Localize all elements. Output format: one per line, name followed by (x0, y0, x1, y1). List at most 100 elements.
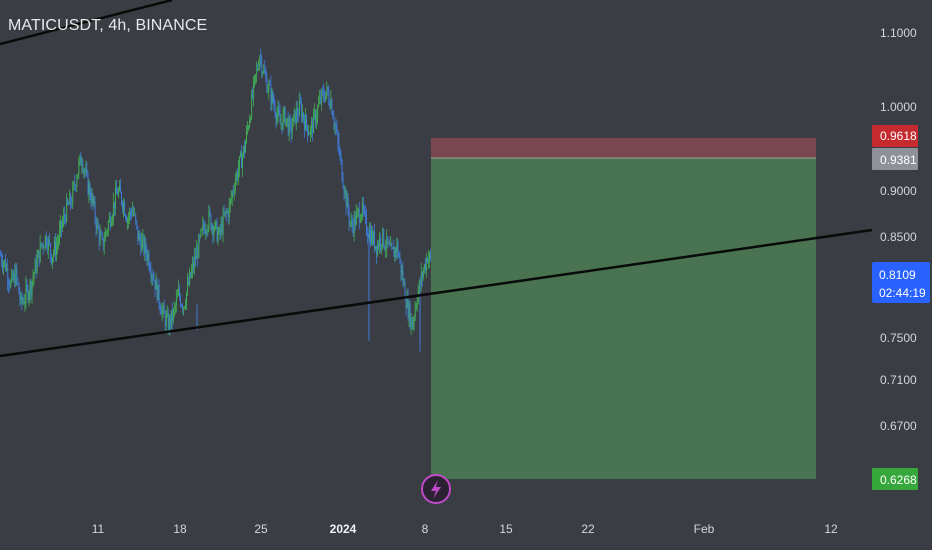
candle-body (174, 306, 175, 310)
take-profit-zone[interactable] (431, 158, 816, 479)
candle-body (386, 236, 388, 249)
candle-body (104, 232, 106, 242)
candle-body (10, 281, 12, 287)
candle-body (378, 243, 380, 248)
candle-body (254, 75, 256, 81)
candle-body (273, 102, 275, 106)
candle-body (222, 213, 224, 234)
candle-body (373, 231, 375, 244)
candle-body (251, 93, 253, 119)
x-tick-label: 2024 (330, 522, 357, 536)
candle-body (318, 102, 320, 107)
candle-body (34, 260, 36, 274)
candle-body (314, 111, 316, 113)
candle-body (297, 108, 298, 116)
candle-body (391, 244, 393, 249)
candle-body (156, 279, 158, 301)
current-price-label: 0.8109 (879, 268, 916, 282)
candle-body (163, 305, 165, 314)
candle-body (230, 198, 232, 200)
candle-body (228, 204, 230, 218)
candle-body (93, 201, 95, 204)
candle-body (343, 187, 345, 194)
candle-body (252, 93, 254, 98)
trendline-upper[interactable] (0, 0, 173, 46)
candle-body (140, 240, 142, 252)
candle-body (162, 305, 164, 310)
candle-body (46, 235, 47, 245)
candle-body (300, 100, 301, 103)
candle-body (197, 249, 199, 258)
candle-body (430, 253, 431, 259)
candle-body (189, 272, 191, 285)
candle-body (310, 128, 312, 135)
candle-body (61, 221, 63, 229)
trendline-lower[interactable] (0, 228, 873, 358)
candle-body (111, 222, 112, 227)
candle-body (113, 201, 114, 218)
candle-body (315, 111, 317, 123)
candle-body (62, 222, 64, 229)
candle-body (124, 202, 126, 216)
candle-body (33, 273, 35, 278)
candle-body (202, 223, 204, 229)
candle-body (413, 317, 415, 322)
candle-body (90, 197, 92, 204)
y-tick-label: 0.9000 (880, 184, 917, 198)
entry-price-tag[interactable]: 0.9381 (872, 148, 918, 170)
candle-body (107, 230, 108, 232)
candle-body (26, 285, 28, 288)
candle-body (94, 201, 96, 220)
candle-body (141, 239, 143, 252)
candle-body (60, 221, 62, 229)
candle-body (399, 257, 401, 260)
candle-body (64, 214, 66, 218)
candle-body (47, 244, 48, 250)
chart-title: MATICUSDT, 4h, BINANCE (8, 17, 208, 34)
candle-body (292, 115, 294, 127)
candle-body (203, 223, 205, 228)
target-price-tag[interactable]: 0.6268 (872, 468, 918, 490)
candle-body (294, 110, 295, 116)
candle-body (234, 190, 235, 192)
candle-body (80, 155, 82, 166)
candle-body (208, 210, 210, 228)
candle-body (376, 246, 378, 255)
candle-body (169, 317, 170, 332)
x-tick-label: 25 (254, 522, 268, 536)
candle-body (302, 112, 303, 118)
candle-body (157, 284, 159, 301)
candle-body (143, 236, 145, 254)
stop-loss-zone[interactable] (431, 138, 816, 158)
candle-body (421, 272, 422, 284)
candle-body (91, 194, 93, 204)
candle-body (51, 254, 52, 264)
candle-body (327, 86, 329, 94)
candle-body (241, 152, 242, 168)
candle-body (227, 211, 229, 218)
candle-body (148, 253, 150, 268)
candle-body (387, 236, 389, 244)
event-marker[interactable] (421, 474, 451, 504)
current-price-tag[interactable]: 0.8109 02:44:19 (872, 262, 930, 303)
y-axis: 1.1000 1.0000 0.9000 0.8500 0.7500 0.710… (880, 26, 917, 433)
candle-body (245, 141, 247, 153)
candle-body (271, 91, 273, 103)
candle-body (13, 273, 15, 280)
candle-body (223, 213, 225, 215)
candle-body (117, 193, 118, 195)
candle-body (354, 215, 356, 225)
y-tick-label: 0.6700 (880, 419, 917, 433)
candle-body (220, 223, 222, 233)
candle-body (86, 169, 88, 174)
candle-body (146, 253, 148, 260)
candle-body (184, 306, 186, 308)
candle-body (249, 120, 251, 128)
candle-body (235, 180, 236, 191)
candle-body (427, 258, 428, 263)
candle-body (217, 232, 219, 242)
candle-body (303, 112, 304, 120)
candle-body (173, 309, 174, 321)
stop-price-tag[interactable]: 0.9618 (872, 125, 918, 147)
